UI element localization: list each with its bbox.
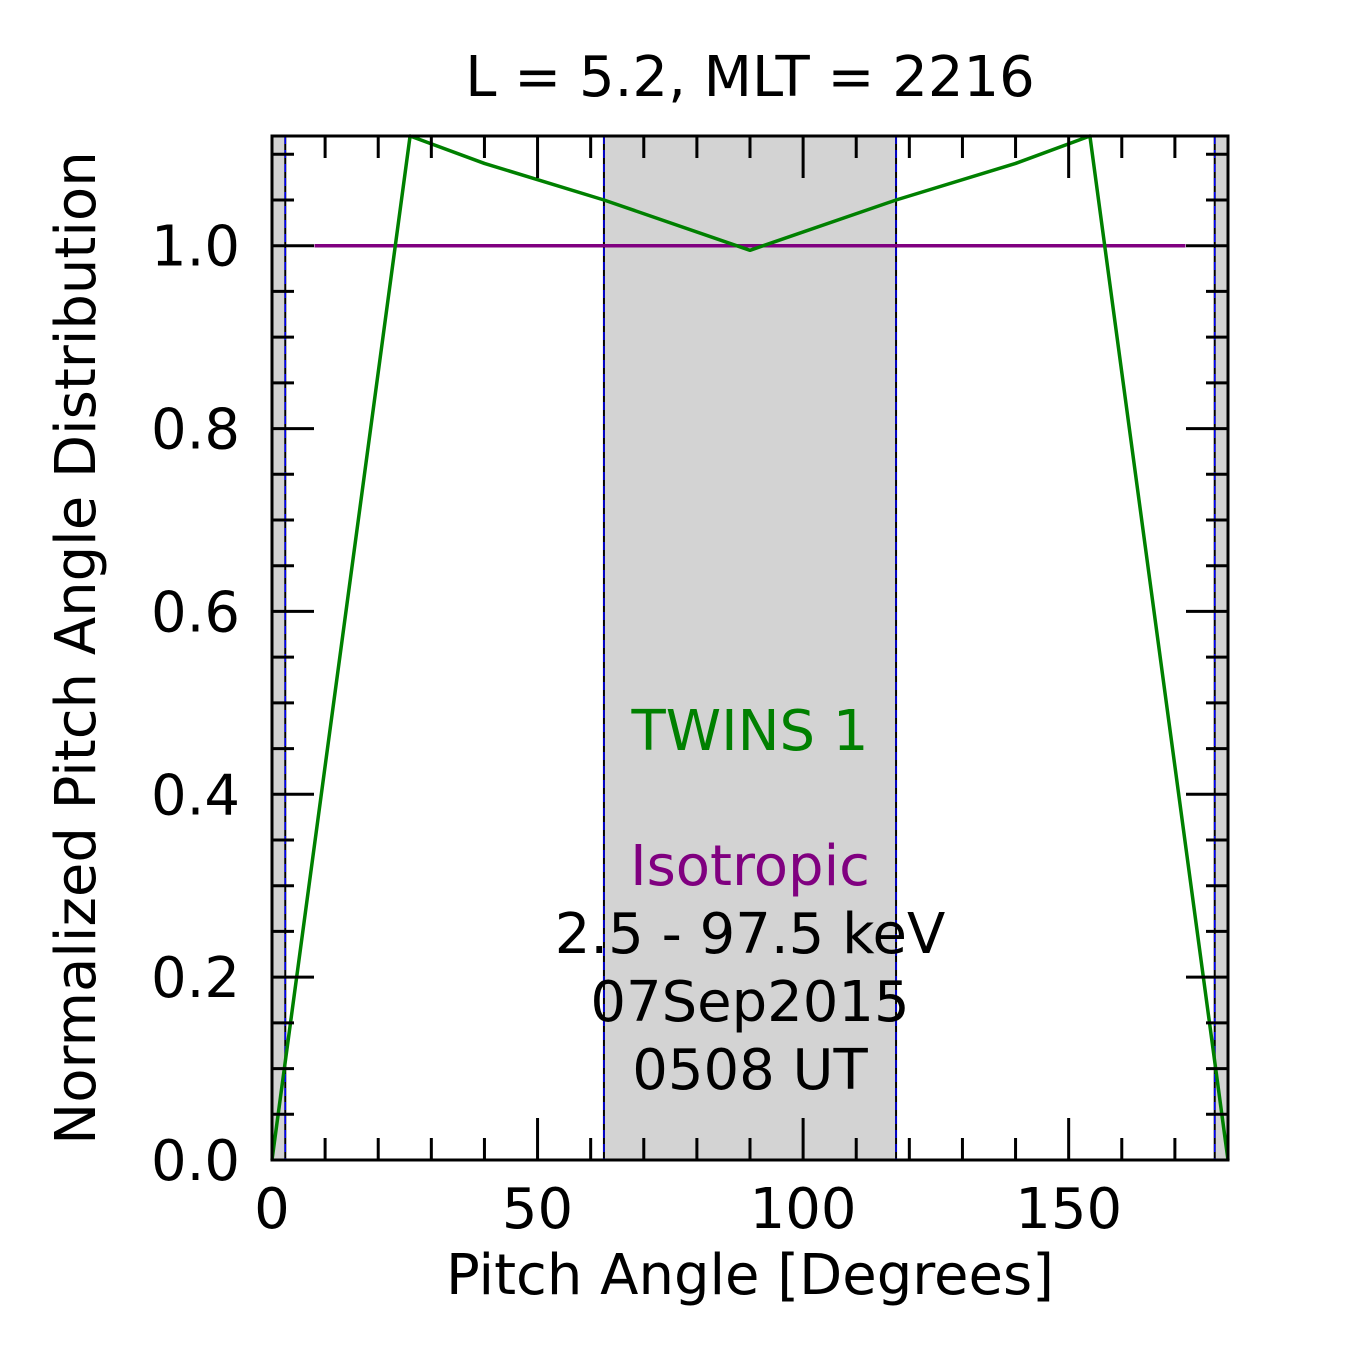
x-tick-label: 150 (1015, 1177, 1122, 1242)
shaded-regions (271, 136, 1229, 1160)
shaded-region (1214, 136, 1228, 1160)
shaded-region (603, 136, 897, 1160)
date-label: 07Sep2015 (590, 970, 909, 1035)
series-lines (270, 134, 1230, 1161)
chart-title: L = 5.2, MLT = 2216 (465, 45, 1034, 110)
time-label: 0508 UT (632, 1038, 868, 1103)
y-tick-label: 0.4 (151, 763, 240, 828)
y-tick-label: 0.0 (151, 1129, 240, 1194)
y-tick-label: 0.6 (151, 580, 240, 645)
y-axis-label: Normalized Pitch Angle Distribution (44, 151, 109, 1144)
x-tick-label: 0 (254, 1177, 290, 1242)
x-axis-label: Pitch Angle [Degrees] (446, 1243, 1054, 1308)
x-tick-label: 50 (502, 1177, 573, 1242)
isotropic-series-label: Isotropic (630, 834, 870, 899)
y-tick-label: 0.8 (151, 398, 240, 463)
tick-labels: 0 50 100 150 0.0 0.2 0.4 0.6 0.8 1.0 (151, 215, 1122, 1242)
x-tick-label: 100 (750, 1177, 857, 1242)
y-tick-label: 1.0 (151, 215, 240, 280)
twins-series-label: TWINS 1 (631, 699, 869, 764)
y-tick-label: 0.2 (151, 946, 240, 1011)
plot-frame (270, 134, 1230, 1162)
energy-range-label: 2.5 - 97.5 keV (555, 902, 946, 967)
series-line-twins-1 (270, 134, 1230, 1161)
shaded-region (272, 136, 286, 1160)
axis-ticks (270, 136, 1230, 1162)
